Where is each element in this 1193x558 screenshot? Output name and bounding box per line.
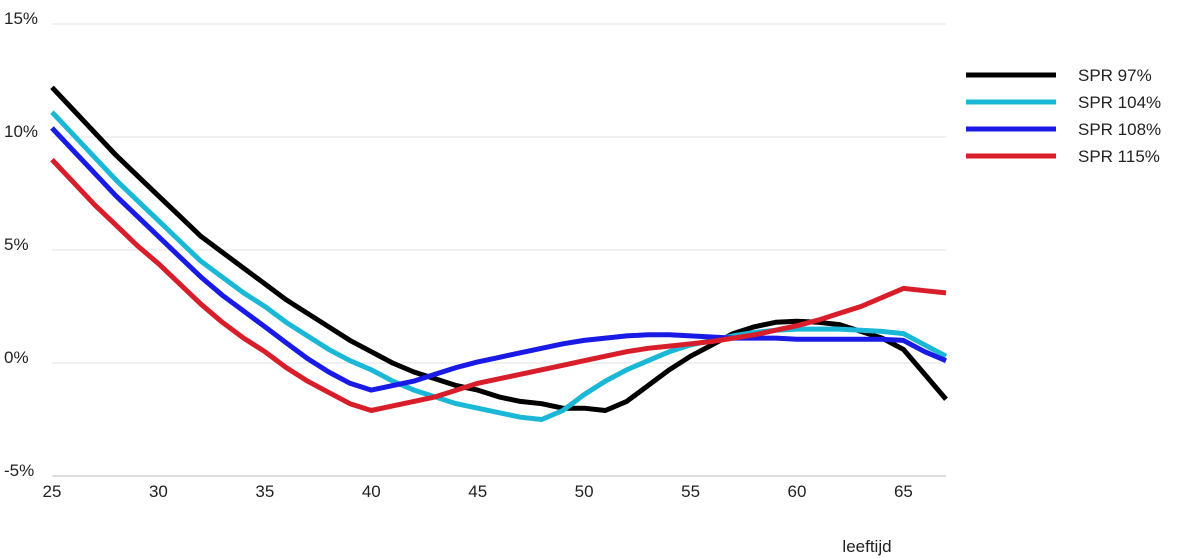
x-tick-label: 65 [894,482,913,501]
y-tick-label: 15% [4,9,38,28]
legend-label: SPR 108% [1078,120,1161,139]
y-tick-label: 10% [4,122,38,141]
x-tick-label: 60 [788,482,807,501]
y-tick-label: -5% [4,461,34,480]
x-tick-label: 55 [681,482,700,501]
x-axis-label: leeftijd [842,537,891,556]
legend-label: SPR 104% [1078,93,1161,112]
series-lines [50,85,948,422]
legend-label: SPR 115% [1078,147,1160,166]
x-tick-label: 35 [255,482,274,501]
x-tick-label: 50 [575,482,594,501]
y-axis-ticks: -5% 0% 5% 10% 15% [4,9,38,480]
series-line [50,85,948,413]
x-tick-label: 45 [468,482,487,501]
legend: SPR 97% SPR 104% SPR 108% SPR 115% [966,66,1161,166]
x-axis-ticks: 25 30 35 40 45 50 55 60 65 [43,482,913,501]
series-line [50,126,947,393]
x-tick-label: 40 [362,482,381,501]
x-tick-label: 30 [149,482,168,501]
y-tick-label: 0% [4,348,29,367]
y-tick-label: 5% [4,235,29,254]
series-line [50,157,947,413]
x-tick-label: 25 [43,482,62,501]
legend-label: SPR 97% [1078,66,1152,85]
series-line [50,110,948,422]
